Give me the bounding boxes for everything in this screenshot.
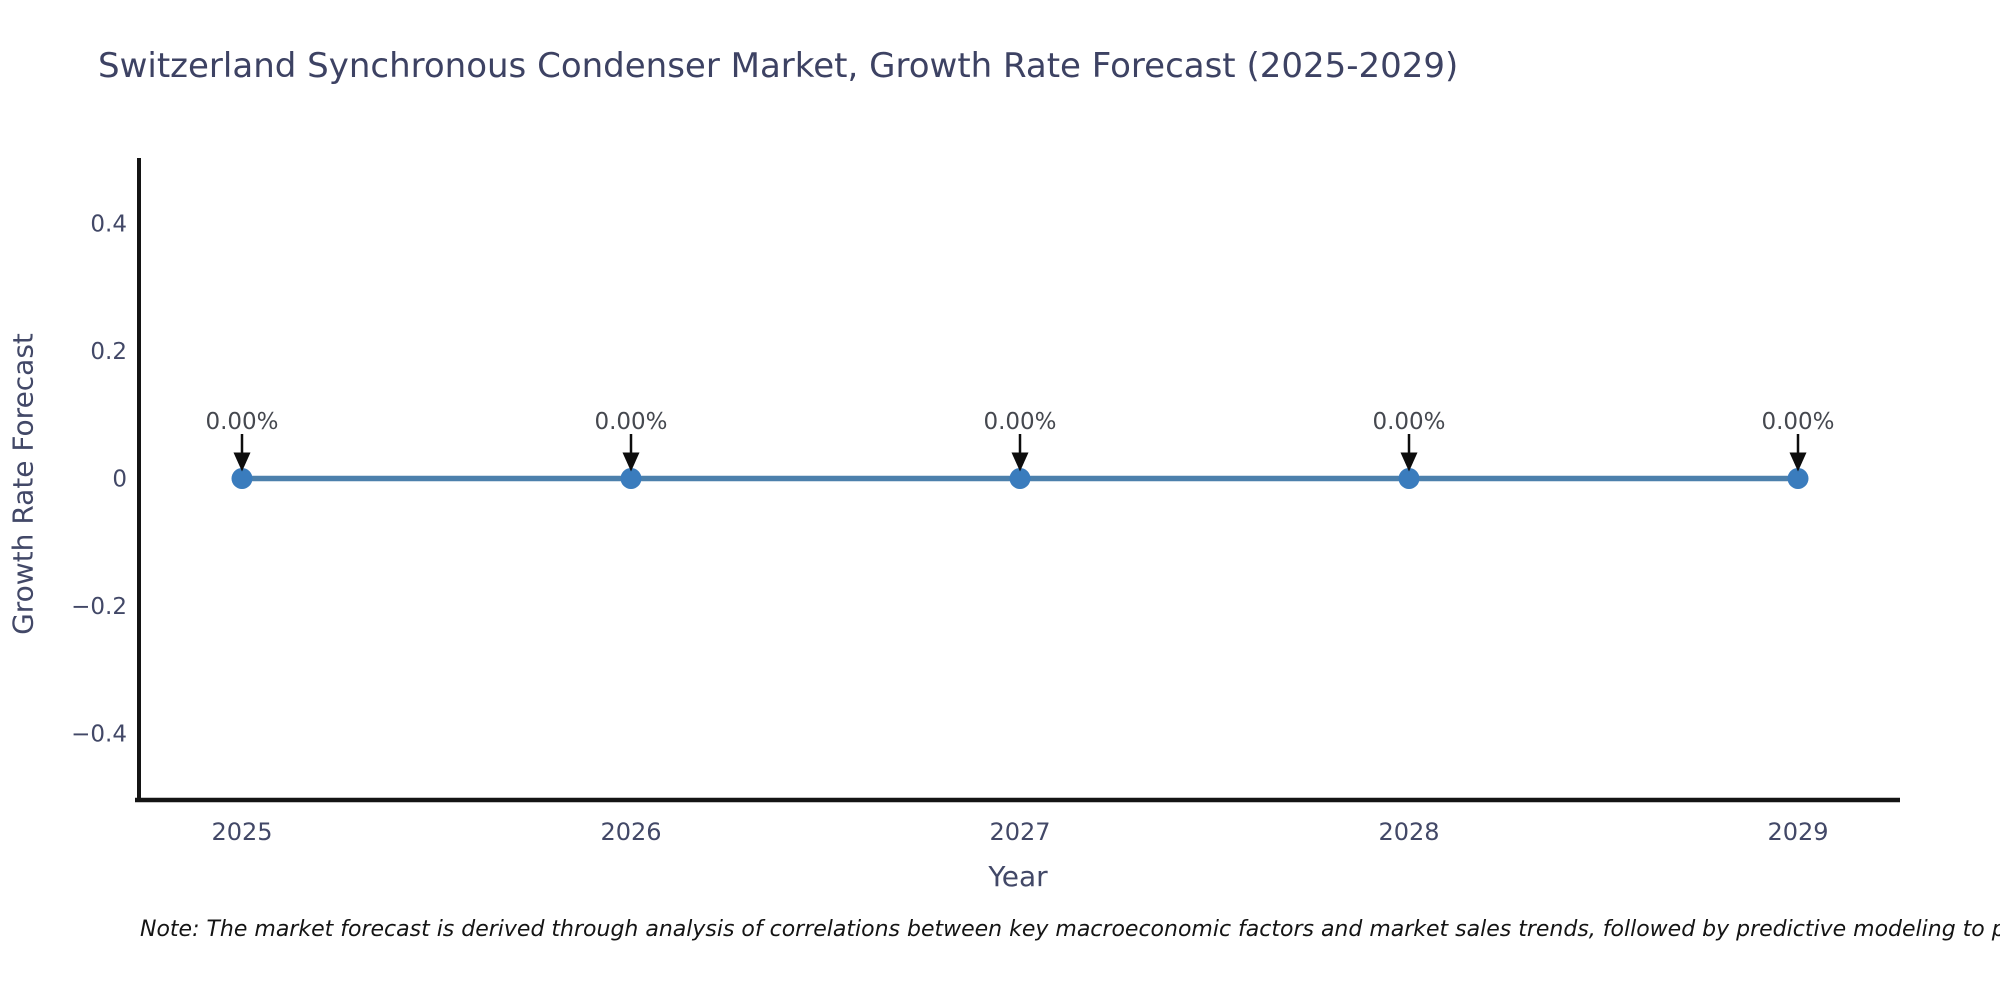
y-tick-label: 0 [112, 467, 127, 493]
y-tick-label: 0.2 [90, 339, 127, 365]
annotation-arrow-head [1789, 452, 1807, 472]
x-tick-label: 2027 [989, 818, 1050, 846]
annotation-label: 0.00% [1372, 409, 1445, 435]
x-tick-label: 2029 [1767, 818, 1828, 846]
annotation-label: 0.00% [594, 409, 667, 435]
data-point-marker [1009, 468, 1031, 489]
data-point-marker [620, 468, 642, 489]
annotation-arrow-head [1400, 452, 1418, 472]
footnote: Note: The market forecast is derived thr… [140, 917, 2000, 942]
data-point-marker [231, 468, 253, 489]
annotation-arrow-head [233, 452, 251, 472]
x-tick-label: 2025 [211, 818, 272, 846]
y-tick-label: −0.2 [71, 594, 127, 620]
x-tick-label: 2028 [1378, 818, 1439, 846]
x-axis-title: Year [988, 860, 1048, 893]
annotation-label: 0.00% [1761, 409, 1834, 435]
annotation-arrow-head [1011, 452, 1029, 472]
x-tick-label: 2026 [600, 818, 661, 846]
annotation-arrow-head [622, 452, 640, 472]
chart-title: Switzerland Synchronous Condenser Market… [98, 46, 1459, 86]
annotation-label: 0.00% [205, 409, 278, 435]
data-point-marker [1787, 468, 1809, 489]
annotation-label: 0.00% [983, 409, 1056, 435]
y-tick-label: −0.4 [71, 722, 127, 748]
data-point-marker [1398, 468, 1420, 489]
y-tick-label: 0.4 [90, 212, 127, 238]
